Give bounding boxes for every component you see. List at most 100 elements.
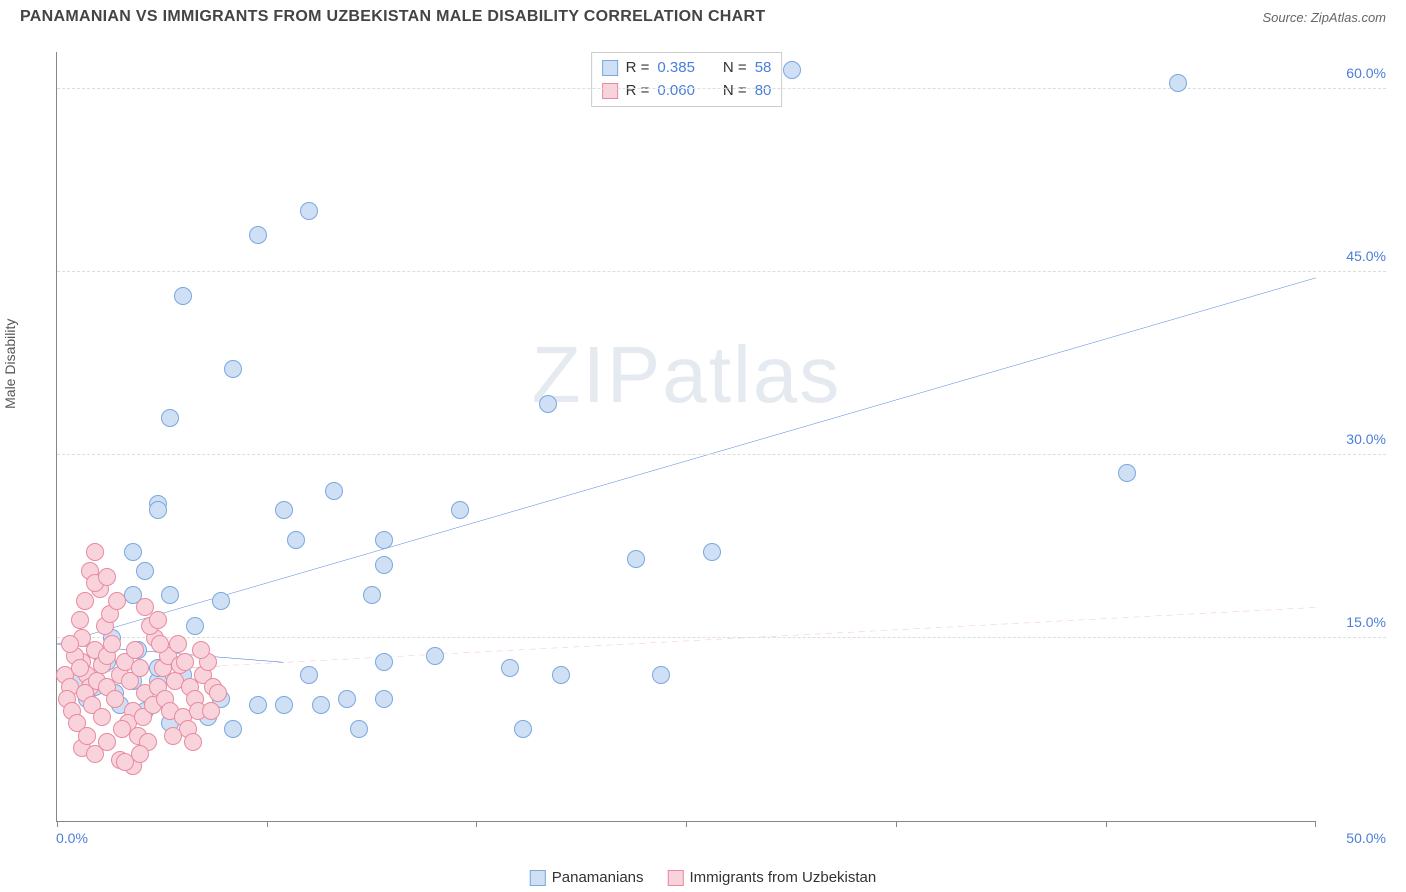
data-point	[103, 635, 121, 653]
data-point	[451, 501, 469, 519]
x-min-label: 0.0%	[56, 830, 88, 846]
chart-header: PANAMANIAN VS IMMIGRANTS FROM UZBEKISTAN…	[0, 0, 1406, 30]
legend-item: Panamanians	[530, 869, 644, 886]
data-point	[78, 727, 96, 745]
data-point	[161, 409, 179, 427]
bottom-legend: Panamanians Immigrants from Uzbekistan	[530, 869, 876, 886]
gridline	[57, 88, 1386, 89]
data-point	[375, 531, 393, 549]
data-point	[300, 202, 318, 220]
data-point	[539, 395, 557, 413]
data-point	[164, 727, 182, 745]
data-point	[703, 543, 721, 561]
gridline	[57, 454, 1386, 455]
x-tick	[476, 821, 477, 827]
data-point	[116, 753, 134, 771]
x-tick	[896, 821, 897, 827]
trend-lines	[57, 52, 1316, 821]
stats-row: R = 0.385 N = 58	[602, 57, 772, 80]
data-point	[783, 61, 801, 79]
data-point	[161, 586, 179, 604]
data-point	[61, 635, 79, 653]
data-point	[287, 531, 305, 549]
x-tick	[267, 821, 268, 827]
data-point	[363, 586, 381, 604]
data-point	[375, 556, 393, 574]
data-point	[275, 696, 293, 714]
data-point	[106, 690, 124, 708]
n-label: N =	[723, 57, 747, 80]
data-point	[224, 360, 242, 378]
data-point	[98, 568, 116, 586]
r-value: 0.060	[657, 80, 695, 103]
data-point	[136, 562, 154, 580]
data-point	[249, 226, 267, 244]
data-point	[375, 690, 393, 708]
data-point	[149, 611, 167, 629]
legend-swatch	[530, 870, 546, 886]
x-tick	[686, 821, 687, 827]
x-max-label: 50.0%	[1346, 830, 1386, 846]
n-label: N =	[723, 80, 747, 103]
gridline	[57, 637, 1386, 638]
data-point	[501, 659, 519, 677]
trend-line	[57, 278, 1316, 644]
data-point	[325, 482, 343, 500]
data-point	[652, 666, 670, 684]
legend-item: Immigrants from Uzbekistan	[668, 869, 877, 886]
data-point	[514, 720, 532, 738]
data-point	[71, 659, 89, 677]
data-point	[86, 543, 104, 561]
y-tick-label: 45.0%	[1346, 248, 1386, 264]
data-point	[176, 653, 194, 671]
r-label: R =	[626, 57, 650, 80]
data-point	[338, 690, 356, 708]
trend-line	[57, 607, 1316, 674]
chart-title: PANAMANIAN VS IMMIGRANTS FROM UZBEKISTAN…	[20, 8, 765, 26]
legend-swatch	[668, 870, 684, 886]
data-point	[275, 501, 293, 519]
data-point	[98, 733, 116, 751]
n-value: 58	[755, 57, 772, 80]
data-point	[300, 666, 318, 684]
gridline	[57, 271, 1386, 272]
data-point	[1118, 464, 1136, 482]
data-point	[174, 287, 192, 305]
stats-row: R = 0.060 N = 80	[602, 80, 772, 103]
data-point	[186, 617, 204, 635]
data-point	[212, 592, 230, 610]
y-tick-label: 15.0%	[1346, 614, 1386, 630]
legend-label: Immigrants from Uzbekistan	[690, 869, 877, 886]
data-point	[184, 733, 202, 751]
data-point	[169, 635, 187, 653]
data-point	[552, 666, 570, 684]
y-tick-label: 30.0%	[1346, 431, 1386, 447]
chart-area: Male Disability ZIPatlas R =0.385N =58R …	[38, 40, 1396, 852]
legend-swatch	[602, 83, 618, 99]
data-point	[192, 641, 210, 659]
y-tick-label: 60.0%	[1346, 65, 1386, 81]
r-value: 0.385	[657, 57, 695, 80]
legend-label: Panamanians	[552, 869, 644, 886]
x-tick	[1315, 821, 1316, 827]
plot-area: ZIPatlas R =0.385N =58R =0.060N =80 15.0…	[56, 52, 1316, 822]
data-point	[131, 659, 149, 677]
data-point	[151, 635, 169, 653]
r-label: R =	[626, 80, 650, 103]
data-point	[76, 592, 94, 610]
x-tick	[1106, 821, 1107, 827]
data-point	[209, 684, 227, 702]
data-point	[149, 501, 167, 519]
y-axis-label: Male Disability	[2, 319, 18, 409]
data-point	[93, 708, 111, 726]
x-axis-labels: 0.0% 50.0%	[56, 830, 1316, 852]
source-label: Source: ZipAtlas.com	[1262, 10, 1386, 25]
data-point	[375, 653, 393, 671]
data-point	[126, 641, 144, 659]
n-value: 80	[755, 80, 772, 103]
data-point	[1169, 74, 1187, 92]
data-point	[350, 720, 368, 738]
data-point	[108, 592, 126, 610]
stats-legend-box: R = 0.385 N = 58 R = 0.060 N = 80	[591, 52, 783, 107]
data-point	[312, 696, 330, 714]
